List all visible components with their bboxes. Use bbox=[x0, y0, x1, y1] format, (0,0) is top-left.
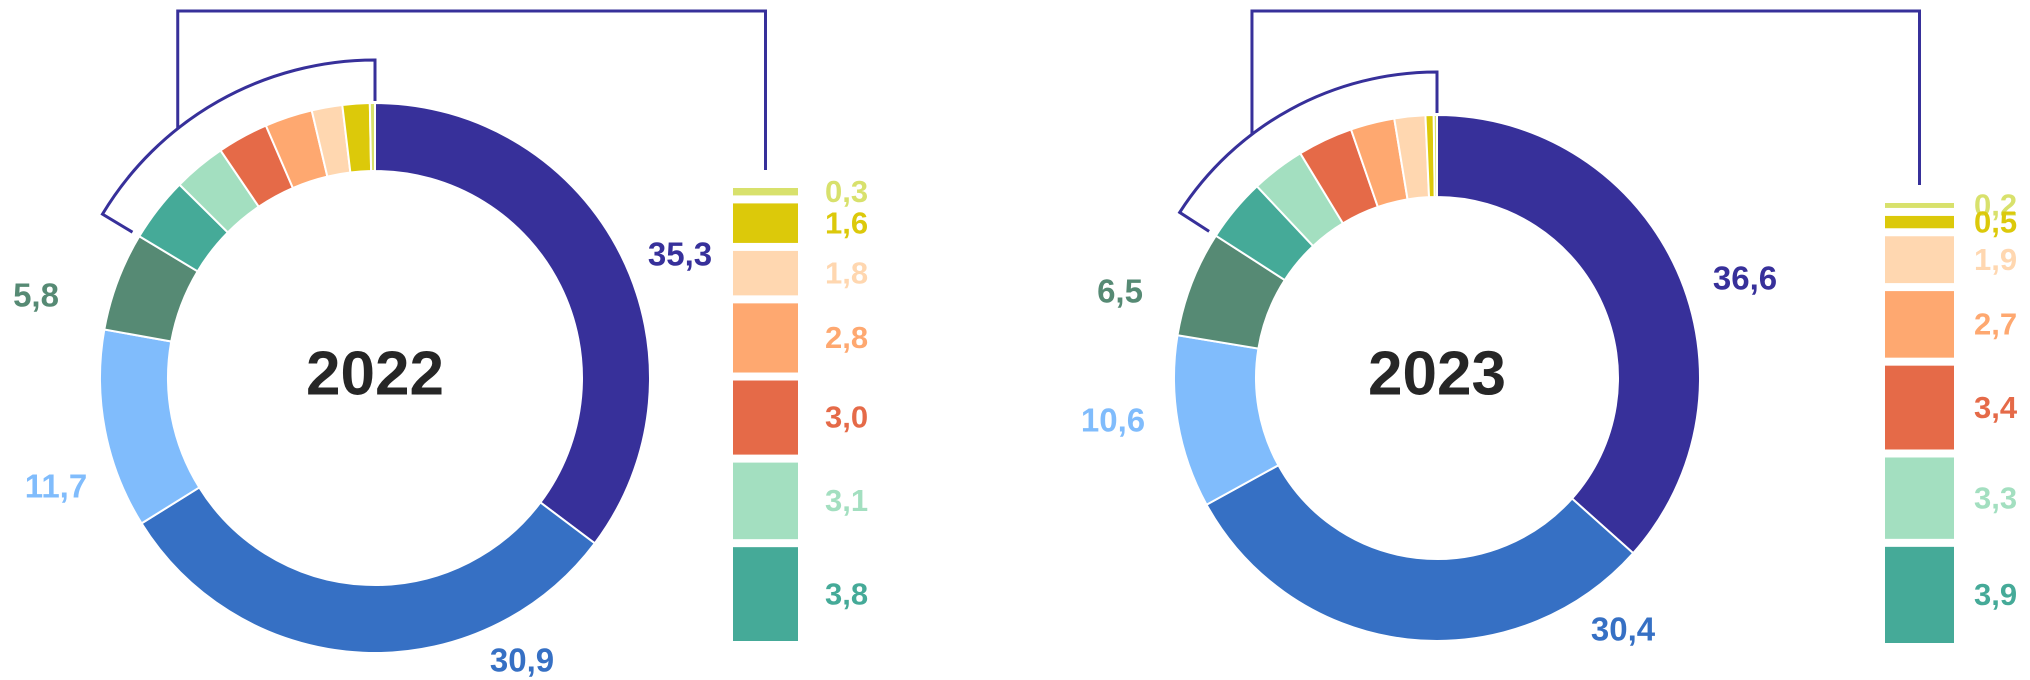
value-label: 1,6 bbox=[825, 205, 868, 240]
breakout-bar bbox=[733, 250, 798, 296]
value-label: 3,8 bbox=[825, 576, 868, 611]
value-label: 5,8 bbox=[13, 277, 59, 314]
value-label: 36,6 bbox=[1713, 260, 1777, 297]
breakout-bar bbox=[1885, 457, 1954, 539]
value-label: 0,3 bbox=[825, 174, 868, 209]
value-label: 11,7 bbox=[25, 468, 87, 505]
donut-segment bbox=[368, 101, 376, 173]
breakout-bar bbox=[733, 303, 798, 373]
breakout-bar bbox=[1885, 291, 1954, 358]
value-label: 0,2 bbox=[1974, 188, 2017, 223]
value-label: 1,9 bbox=[1974, 242, 2017, 277]
value-label: 3,3 bbox=[1974, 480, 2017, 515]
value-label: 35,3 bbox=[648, 236, 712, 273]
breakout-bar bbox=[733, 462, 798, 540]
breakout-bar bbox=[1885, 546, 1954, 643]
value-label: 30,4 bbox=[1591, 611, 1656, 648]
value-label: 10,6 bbox=[1081, 402, 1145, 439]
donut-segment bbox=[1432, 113, 1438, 199]
value-label: 3,0 bbox=[825, 400, 868, 435]
value-label: 2,7 bbox=[1974, 307, 2017, 342]
value-label: 0,5 bbox=[1974, 204, 2017, 239]
breakout-bar bbox=[733, 203, 798, 243]
donut-segment bbox=[1436, 113, 1701, 555]
donut-segment bbox=[140, 486, 597, 654]
breakout-bar bbox=[733, 547, 798, 641]
donut-segment bbox=[1205, 463, 1635, 642]
value-label: 1,8 bbox=[825, 255, 868, 290]
breakout-bar bbox=[1885, 236, 1954, 284]
bracket bbox=[100, 58, 377, 234]
value-label: 6,5 bbox=[1097, 273, 1143, 310]
breakout-bar bbox=[1885, 365, 1954, 450]
breakout-bar bbox=[1885, 215, 1954, 229]
bracket bbox=[1177, 70, 1439, 233]
breakout-bar bbox=[1885, 203, 1954, 208]
value-label: 3,9 bbox=[1974, 577, 2017, 612]
value-label: 3,1 bbox=[825, 483, 868, 518]
value-label: 30,9 bbox=[490, 642, 554, 679]
value-label: 3,4 bbox=[1974, 390, 2018, 425]
donut-title: 2023 bbox=[1368, 339, 1506, 408]
breakout-bar bbox=[733, 188, 798, 196]
donut-segment bbox=[374, 101, 651, 545]
leader-line bbox=[1250, 9, 1921, 185]
leader-line bbox=[176, 9, 767, 170]
donut-segment bbox=[99, 328, 201, 525]
donut-title: 2022 bbox=[306, 339, 444, 408]
value-label: 2,8 bbox=[825, 320, 868, 355]
breakout-bar bbox=[733, 380, 798, 455]
